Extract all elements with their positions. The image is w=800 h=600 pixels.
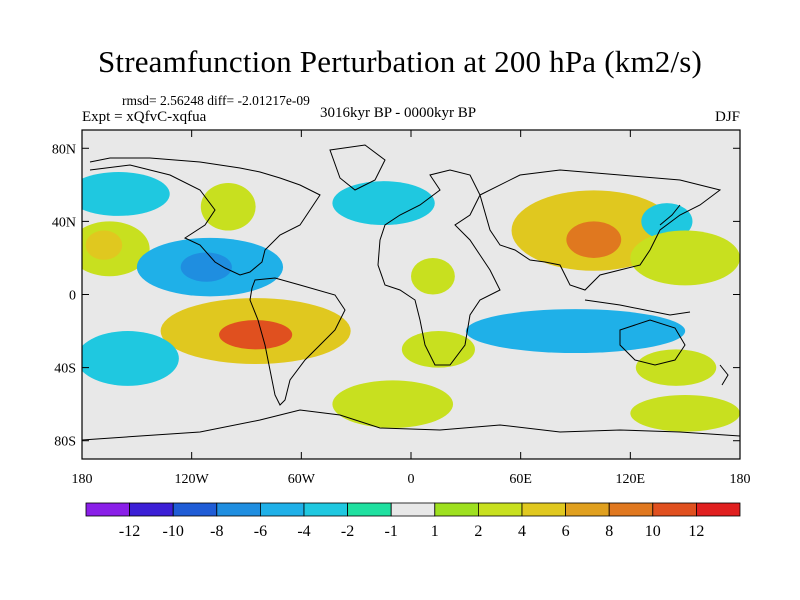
colorbar-swatch [216,502,261,517]
colorbar-label: -12 [119,523,140,540]
colorbar-label: -8 [210,523,223,540]
colorbar-label: 6 [562,523,570,540]
coastline-asia [479,169,722,291]
colorbar-swatch [347,502,392,517]
x-tick-label: 180 [730,472,751,487]
anomaly-1 [85,230,123,260]
colorbar-swatch [434,502,479,517]
coastline-greenland [329,144,386,191]
anomaly-15 [641,203,693,240]
colorbar-label: -6 [254,523,267,540]
y-tick-label: 40N [52,215,76,230]
anomaly-16 [630,230,740,286]
anomaly-3 [200,183,256,231]
anomaly-8 [82,331,179,386]
x-tick-label: 60E [509,472,532,487]
anomaly-18 [635,349,717,386]
anomaly-9 [332,380,454,428]
colorbar-label: -10 [163,523,184,540]
anomaly-7 [219,320,293,350]
coastline-antarctica [82,409,740,441]
y-tick-label: 40S [54,362,76,377]
coastlines [82,144,740,441]
chart-title: Streamfunction Perturbation at 200 hPa (… [97,44,703,79]
colorbar-label: 12 [688,523,704,540]
x-tick-label: 120E [616,472,646,487]
period-label: 3016kyr BP - 0000kyr BP [320,105,477,121]
coastline-new-zealand [719,364,729,386]
colorbar-swatch [259,502,305,517]
colorbar-swatch [477,502,523,517]
colorbar-label: 2 [474,523,482,540]
season-label: DJF [714,109,740,125]
coastline-europe-africa [377,169,501,366]
anomaly-19 [630,395,740,432]
x-tick-label: 0 [408,472,415,487]
anomaly-layer [82,172,740,432]
rmsd-diff-label: rmsd= 2.56248 diff= -2.01217e-09 [122,93,310,108]
anomaly-11 [411,257,455,295]
colorbar-swatch [85,502,130,517]
x-tick-label: 120W [175,472,210,487]
y-tick-label: 80N [52,142,76,157]
coastline-australia [619,319,686,366]
colorbar-swatch [172,502,218,517]
coastline-south-america [249,277,346,406]
colorbar-swatch [652,502,697,517]
experiment-label: Expt = xQfvC-xqfua [82,109,207,125]
colorbar-label: -2 [341,523,354,540]
colorbar-swatch [696,502,741,517]
anomaly-2 [82,172,170,216]
colorbar: -12 -10 -8 -6 -4 -2 -1 1 2 4 6 8 10 12 [85,502,741,540]
map-ticks: 180 120W 60W 0 60E 120E 180 80N 40N 0 40S 80S [52,130,751,487]
colorbar-label: 4 [518,523,526,540]
coastline-japan [659,204,681,226]
anomaly-17 [465,309,686,353]
colorbar-swatch [608,502,654,517]
anomaly-10 [332,181,435,226]
x-tick-label: 180 [72,472,93,487]
colorbar-swatch [129,502,174,517]
anomaly-5 [180,252,232,282]
colorbar-label: -1 [385,523,398,540]
y-tick-label: 80S [54,435,76,450]
colorbar-label: -4 [297,523,310,540]
coastline-north-america [89,157,321,276]
x-tick-label: 60W [288,472,316,487]
coastline-indonesia [584,299,691,316]
anomaly-14 [566,221,622,258]
colorbar-swatch [565,502,610,517]
colorbar-label: 8 [605,523,613,540]
colorbar-swatch [390,502,436,517]
y-tick-label: 0 [69,289,76,304]
anomaly-12 [401,331,475,368]
colorbar-label: 10 [645,523,661,540]
colorbar-swatch [521,502,566,517]
colorbar-label: 1 [431,523,439,540]
colorbar-swatch [303,502,348,517]
